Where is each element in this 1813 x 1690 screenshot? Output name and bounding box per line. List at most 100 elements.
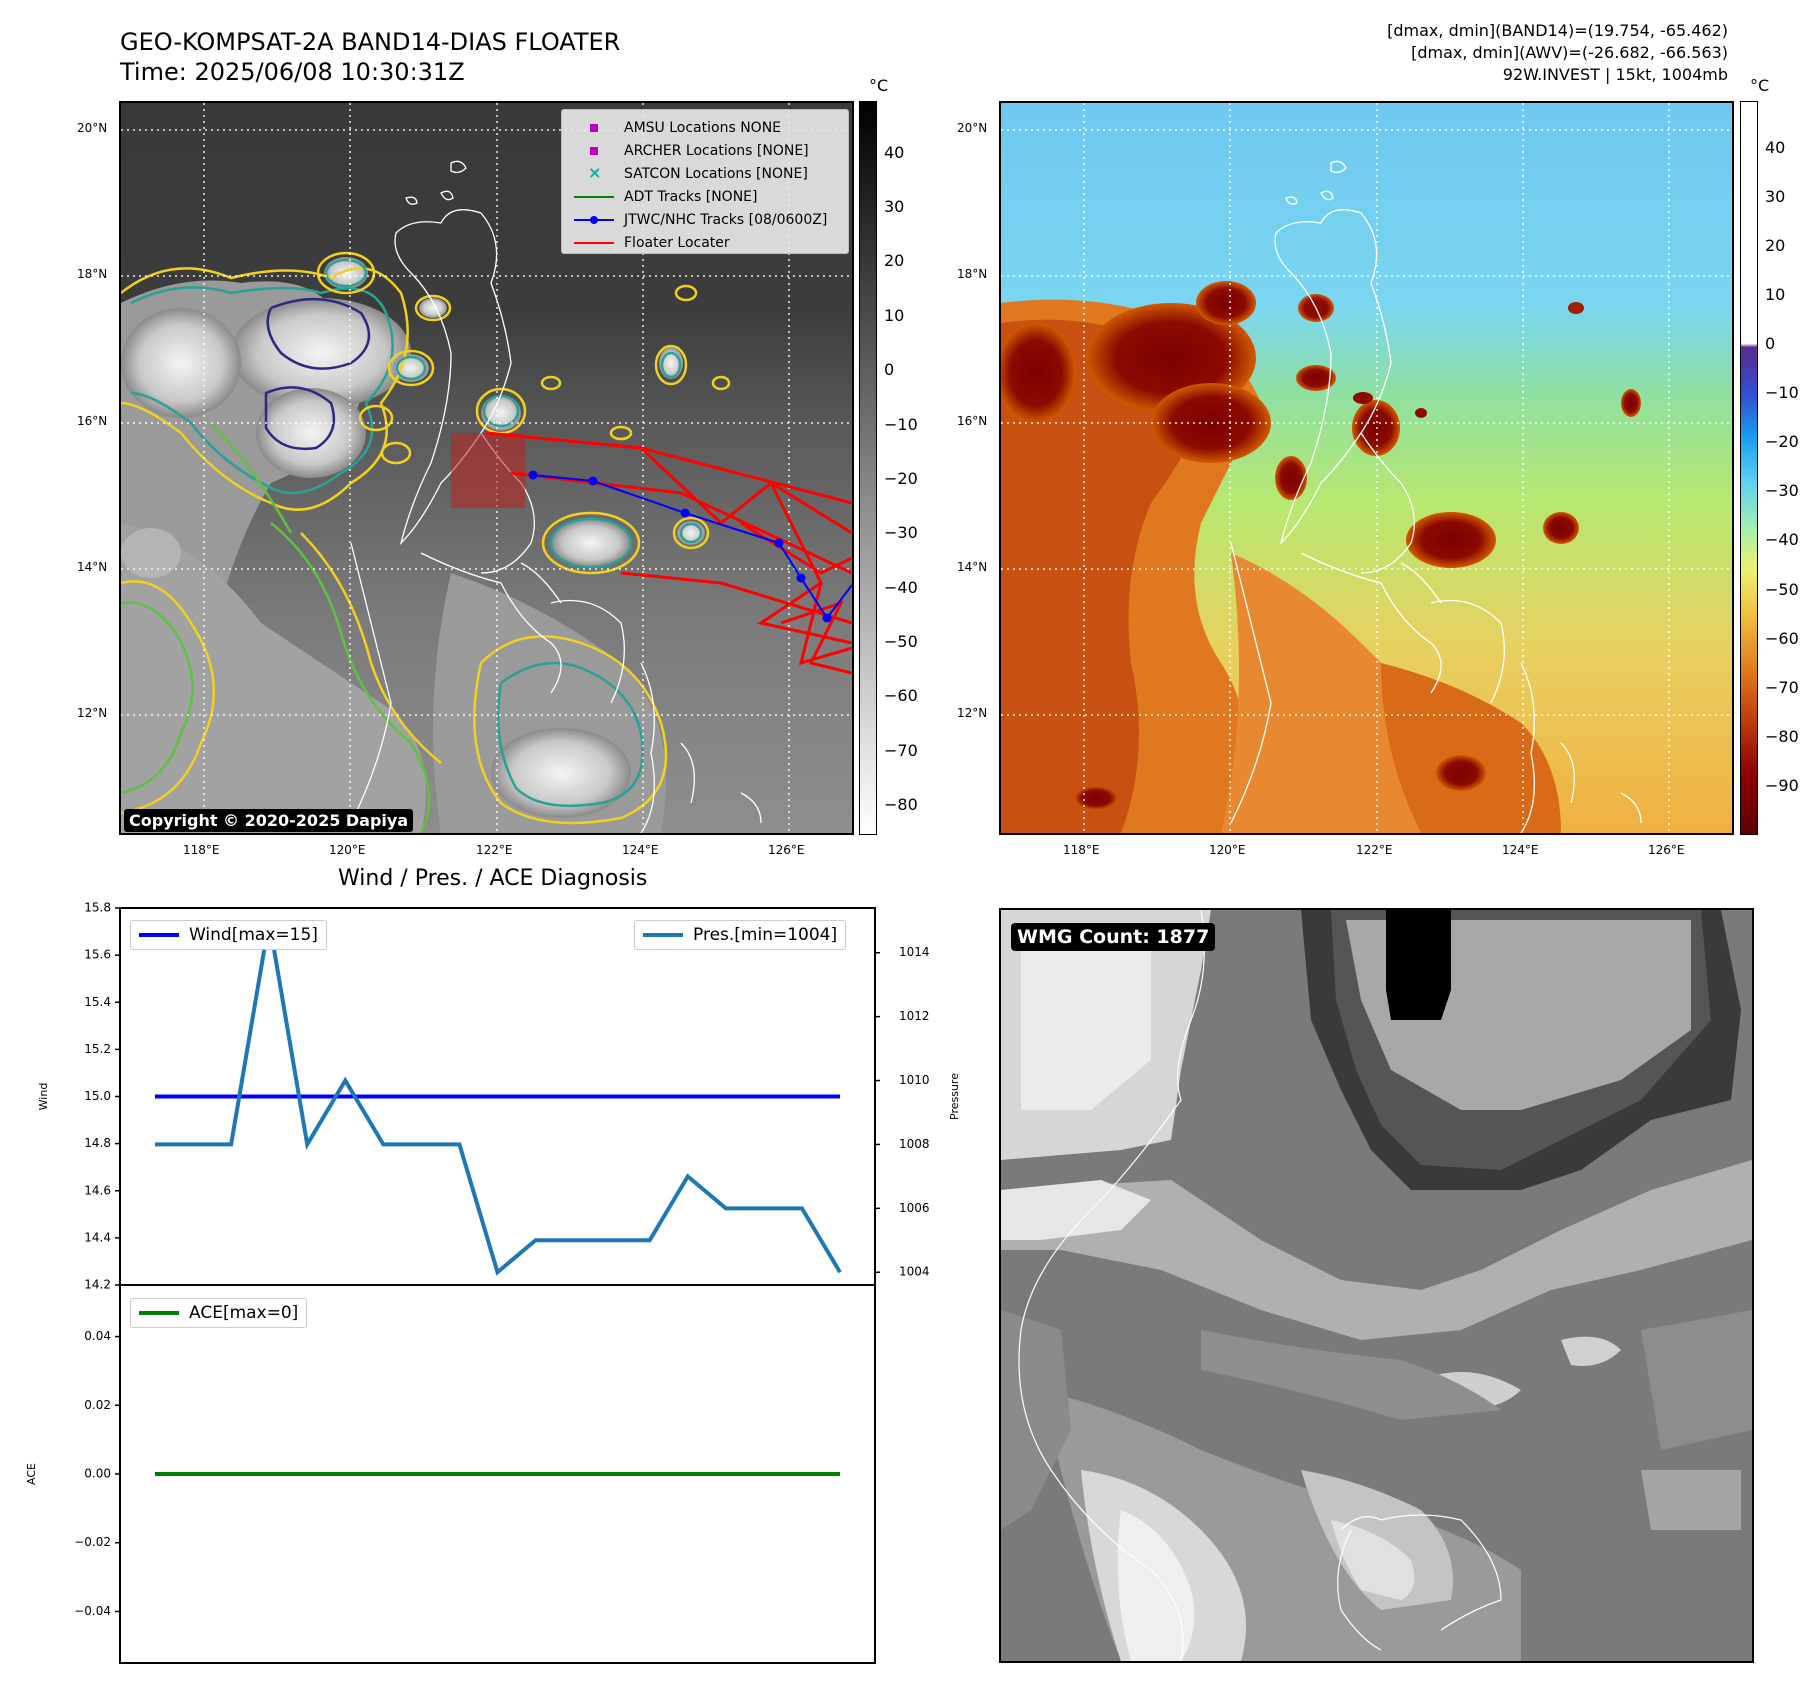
legend-ace-label: ACE[max=0]	[189, 1303, 299, 1323]
wmg-count-badge: WMG Count: 1877	[1011, 923, 1216, 951]
legend-item-amsu: AMSU Locations NONE	[572, 116, 838, 139]
colorbar-tick: −70	[884, 740, 918, 760]
legend-ace: ACE[max=0]	[130, 1298, 308, 1328]
ace-ytick-label: 0.04	[84, 1329, 111, 1343]
colorbar-tick: −70	[1765, 677, 1799, 697]
colorbar-tick: −60	[1765, 628, 1799, 648]
colorbar-tick: −50	[1765, 579, 1799, 599]
colorbar-tick: 10	[884, 305, 905, 325]
lat-label-12n-right: 12°N	[957, 706, 988, 720]
lon-label-120e: 120°E	[329, 843, 366, 857]
wind-ytick-label: 14.4	[84, 1230, 111, 1244]
colorbar-tick: −90	[1765, 775, 1799, 795]
ir-map-panel: AMSU Locations NONE ARCHER Locations [NO…	[119, 101, 854, 835]
ace-ytick-label: −0.02	[74, 1535, 111, 1549]
colorbar-tick: −80	[1765, 726, 1799, 746]
info-awv-range: [dmax, dmin](AWV)=(-26.682, -66.563)	[1411, 43, 1728, 62]
pressure-ytick-label: 1010	[899, 1073, 930, 1087]
lat-label-16n-right: 16°N	[957, 414, 988, 428]
colorbar-tick: 40	[1765, 137, 1786, 157]
colorbar-tick: 20	[1765, 235, 1786, 255]
lon-label-122e: 122°E	[476, 843, 513, 857]
awv-map-panel	[999, 101, 1734, 835]
colorbar-tick: −30	[1765, 481, 1799, 501]
legend-wind: Wind[max=15]	[130, 920, 327, 950]
legend-wind-label: Wind[max=15]	[189, 925, 318, 945]
copyright-badge: Copyright © 2020-2025 Dapiya	[124, 809, 414, 832]
colorbar-tick: 20	[884, 251, 905, 271]
square-marker-icon	[590, 146, 598, 155]
lat-label-14n: 14°N	[77, 560, 108, 574]
colorbar-tick: 30	[1765, 186, 1786, 206]
colorbar-tick: 10	[1765, 284, 1786, 304]
colorbar-left	[859, 101, 877, 835]
lat-label-18n: 18°N	[77, 267, 108, 281]
x-marker-icon: ×	[588, 162, 602, 182]
wind-ylabel: Wind	[37, 1083, 50, 1111]
colorbar-tick: −60	[884, 686, 918, 706]
legend-item-archer: ARCHER Locations [NONE]	[572, 139, 838, 162]
wind-ytick-label: 15.2	[84, 1042, 111, 1056]
legend-label-adt: ADT Tracks [NONE]	[624, 188, 758, 205]
colorbar-right-unit: °C	[1750, 76, 1770, 95]
lat-label-18n-right: 18°N	[957, 267, 988, 281]
pressure-ytick-label: 1006	[899, 1201, 930, 1215]
legend-pressure-label: Pres.[min=1004]	[693, 925, 838, 945]
line-dot-marker-icon	[590, 215, 598, 224]
colorbar-tick: −40	[1765, 530, 1799, 550]
pressure-ylabel: Pressure	[948, 1073, 960, 1120]
square-marker-icon	[590, 123, 598, 132]
legend-label-satcon: SATCON Locations [NONE]	[624, 165, 808, 182]
legend-label-archer: ARCHER Locations [NONE]	[624, 142, 809, 159]
pressure-ytick-label: 1004	[899, 1265, 930, 1279]
chart-title: Wind / Pres. / ACE Diagnosis	[338, 866, 648, 891]
diagnosis-chart: 14.2 14.4 14.6 14.8 15.0 15.2 15.4 15.6 15.8 1004…	[25, 901, 960, 1664]
line-marker-icon	[574, 241, 614, 244]
lon-label-124e-right: 124°E	[1502, 843, 1539, 857]
pressure-ytick-label: 1014	[899, 945, 930, 959]
lon-label-122e-right: 122°E	[1356, 843, 1393, 857]
lat-label-16n: 16°N	[77, 414, 108, 428]
lon-label-126e: 126°E	[768, 843, 805, 857]
legend-item-satcon: × SATCON Locations [NONE]	[572, 162, 838, 185]
colorbar-tick: 30	[884, 197, 905, 217]
colorbar-tick: −20	[1765, 432, 1799, 452]
ace-ytick-label: −0.04	[74, 1604, 111, 1618]
colorbar-right	[1740, 101, 1758, 835]
colorbar-tick: −30	[884, 523, 918, 543]
legend-label-amsu: AMSU Locations NONE	[624, 119, 782, 136]
ace-ytick-label: 0.02	[84, 1398, 111, 1412]
colorbar-tick: −10	[884, 414, 918, 434]
colorbar-tick: 0	[1765, 334, 1776, 354]
info-storm: 92W.INVEST | 15kt, 1004mb	[1502, 65, 1728, 84]
wind-ytick-label: 15.6	[84, 948, 111, 962]
wind-ytick-label: 15.8	[84, 901, 111, 915]
wind-ytick-label: 15.0	[84, 1089, 111, 1103]
lat-label-14n-right: 14°N	[957, 560, 988, 574]
lat-label-20n: 20°N	[77, 121, 108, 135]
lon-label-126e-right: 126°E	[1648, 843, 1685, 857]
legend-item-floater: Floater Locater	[572, 231, 838, 254]
figure-title: GEO-KOMPSAT-2A BAND14-DIAS FLOATER	[120, 28, 621, 56]
lon-label-118e-right: 118°E	[1063, 843, 1100, 857]
line-marker-icon	[574, 195, 614, 198]
ace-ytick-label: 0.00	[84, 1467, 111, 1481]
pressure-ytick-label: 1012	[899, 1009, 930, 1023]
wind-ytick-label: 14.2	[84, 1278, 111, 1292]
wmg-panel: WMG Count: 1877	[999, 908, 1754, 1663]
legend-item-adt: ADT Tracks [NONE]	[572, 185, 838, 208]
colorbar-tick: −80	[884, 795, 918, 815]
lon-label-120e-right: 120°E	[1209, 843, 1246, 857]
line-marker-icon	[643, 933, 683, 937]
wind-ytick-label: 15.4	[84, 995, 111, 1009]
lat-label-20n-right: 20°N	[957, 121, 988, 135]
colorbar-left-unit: °C	[869, 76, 889, 95]
legend-pressure: Pres.[min=1004]	[634, 920, 847, 950]
lon-label-118e: 118°E	[183, 843, 220, 857]
colorbar-tick: 40	[884, 142, 905, 162]
line-marker-icon	[139, 1311, 179, 1315]
pressure-ytick-label: 1008	[899, 1137, 930, 1151]
legend-label-floater: Floater Locater	[624, 234, 730, 251]
colorbar-tick: 0	[884, 360, 895, 380]
colorbar-tick: −10	[1765, 383, 1799, 403]
